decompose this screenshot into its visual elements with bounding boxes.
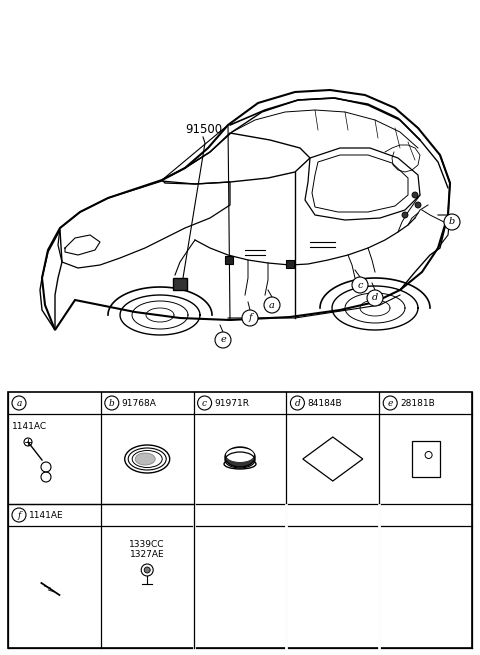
Text: a: a	[16, 398, 22, 407]
Text: d: d	[372, 293, 378, 303]
Text: a: a	[269, 301, 275, 310]
Circle shape	[12, 396, 26, 410]
Ellipse shape	[125, 445, 170, 473]
Text: 91971R: 91971R	[215, 398, 250, 407]
Circle shape	[105, 396, 119, 410]
Circle shape	[383, 396, 397, 410]
Circle shape	[444, 214, 460, 230]
Text: 1141AE: 1141AE	[29, 510, 64, 519]
Circle shape	[144, 567, 150, 573]
FancyBboxPatch shape	[173, 278, 187, 290]
Circle shape	[215, 332, 231, 348]
Text: b: b	[109, 398, 115, 407]
Circle shape	[242, 310, 258, 326]
Ellipse shape	[226, 448, 254, 462]
FancyBboxPatch shape	[286, 260, 294, 268]
Text: 84184B: 84184B	[307, 398, 342, 407]
Circle shape	[290, 396, 304, 410]
Text: c: c	[357, 280, 363, 290]
Text: c: c	[202, 398, 207, 407]
Text: 1141AC: 1141AC	[12, 422, 47, 431]
Text: 28181B: 28181B	[400, 398, 435, 407]
Circle shape	[12, 508, 26, 522]
Text: e: e	[220, 335, 226, 345]
Text: 1327AE: 1327AE	[130, 550, 165, 559]
Text: e: e	[387, 398, 393, 407]
FancyBboxPatch shape	[225, 256, 233, 264]
Ellipse shape	[225, 447, 255, 467]
Text: f: f	[248, 314, 252, 322]
Text: b: b	[449, 217, 455, 227]
Circle shape	[402, 212, 408, 218]
FancyBboxPatch shape	[411, 441, 440, 477]
Text: d: d	[295, 398, 300, 407]
Text: 91768A: 91768A	[122, 398, 156, 407]
Ellipse shape	[135, 453, 155, 465]
Circle shape	[352, 277, 368, 293]
Text: f: f	[17, 510, 21, 519]
Circle shape	[412, 192, 418, 198]
Ellipse shape	[224, 459, 256, 469]
Text: 91500: 91500	[185, 123, 222, 136]
FancyBboxPatch shape	[8, 392, 472, 648]
Ellipse shape	[132, 451, 162, 468]
Ellipse shape	[128, 448, 166, 470]
Circle shape	[198, 396, 212, 410]
Circle shape	[367, 290, 383, 306]
Circle shape	[264, 297, 280, 313]
Text: 1339CC: 1339CC	[130, 540, 165, 549]
Circle shape	[415, 202, 421, 208]
